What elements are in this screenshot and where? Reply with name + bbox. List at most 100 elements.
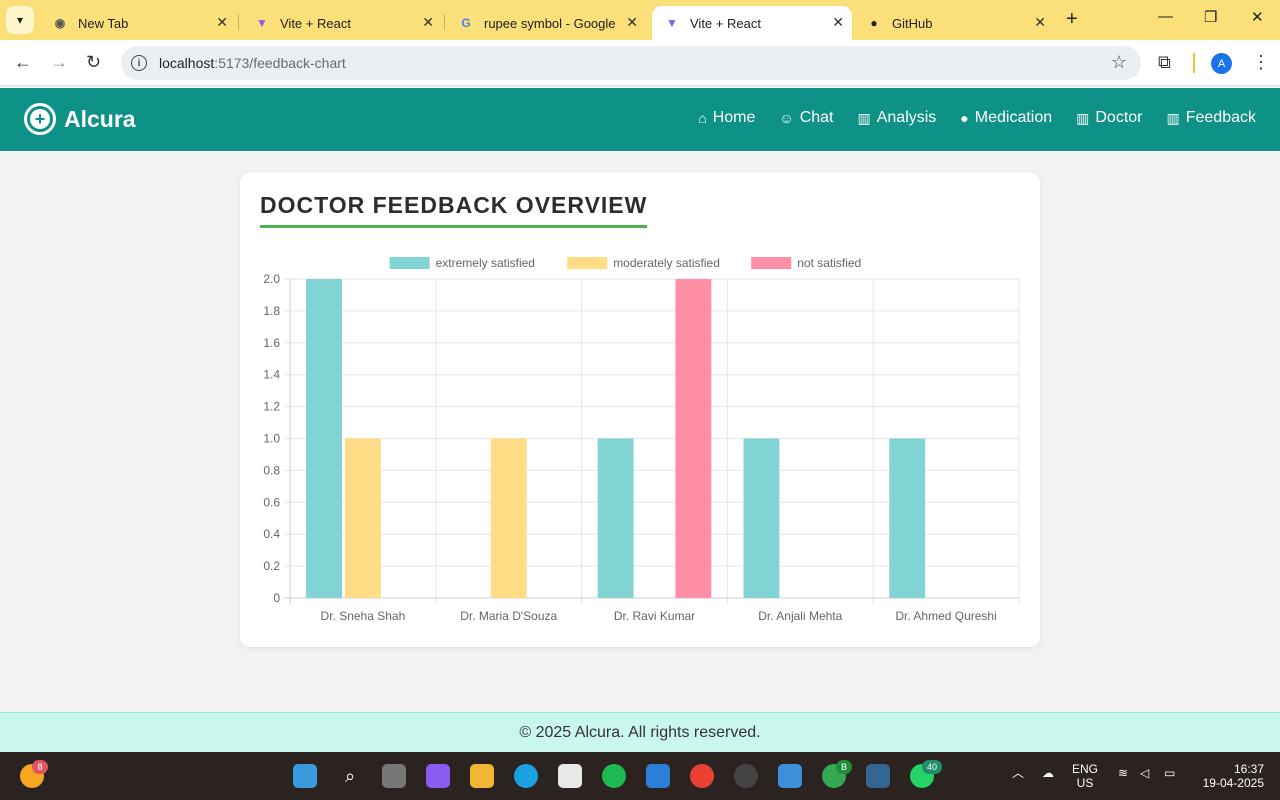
photos-icon[interactable] — [778, 764, 802, 788]
browser-toolbar: ← → ↻ i localhost:5173/feedback-chart ☆ — [0, 40, 1280, 86]
url-text: localhost:5173/feedback-chart — [159, 55, 346, 71]
close-tab-icon[interactable]: ✕ — [1034, 14, 1046, 30]
vite-icon: ▼ — [666, 16, 678, 30]
tab-search-dropdown[interactable]: ▾ — [6, 6, 34, 34]
chrome-taskbar-icon[interactable] — [690, 764, 714, 788]
x-tick-label: Dr. Ravi Kumar — [614, 609, 695, 623]
extensions-puzzle-icon[interactable]: ⧉ — [1158, 52, 1171, 72]
nav-doctor[interactable]: ▥ Doctor — [1076, 109, 1143, 126]
minimize-button[interactable]: — — [1158, 8, 1173, 25]
wifi-icon[interactable]: ≋ — [1118, 766, 1129, 780]
close-tab-icon[interactable]: ✕ — [422, 14, 434, 30]
bar-extremely-satisfied — [306, 279, 342, 598]
bookmark-star-icon[interactable]: ☆ — [1110, 52, 1127, 72]
x-tick-label: Dr. Sneha Shah — [321, 609, 406, 623]
legend-swatch — [751, 257, 792, 269]
restore-button[interactable]: ❐ — [1204, 9, 1218, 26]
browser-tab-vite-react[interactable]: ▼ Vite + React ✕ — [242, 6, 442, 40]
close-window-button[interactable]: ✕ — [1251, 9, 1264, 26]
app-navbar: + Alcura ⌂ Home ☺ Chat ▥ Analysis ● Medicati… — [0, 88, 1280, 151]
bar-extremely-satisfied — [743, 438, 780, 598]
y-tick-label: 1.8 — [263, 304, 280, 318]
language-indicator[interactable]: ENG US — [1072, 762, 1099, 790]
legend-swatch — [389, 257, 430, 269]
close-tab-icon[interactable]: ✕ — [832, 14, 844, 30]
bar-extremely-satisfied — [889, 438, 926, 598]
y-tick-label: 0.6 — [263, 495, 280, 509]
browser-tab-new-tab[interactable]: ◉ New Tab ✕ — [40, 6, 236, 40]
vscode-icon[interactable] — [646, 764, 670, 788]
robot-icon: ☺ — [779, 110, 794, 126]
legend-label: not satisfied — [797, 256, 861, 270]
y-tick-label: 0.8 — [263, 463, 280, 477]
windows-start-icon[interactable] — [293, 764, 317, 788]
feedback-bar-chart: 0 0.2 0.4 0.6 0.8 1.0 1.2 1.4 1.6 1.8 2.0 Dr. Sneha… — [263, 256, 1020, 623]
y-tick-label: 1.6 — [263, 336, 280, 350]
profile-avatar[interactable]: A — [1211, 53, 1232, 74]
copyright-text: © 2025 Alcura. All rights reserved. — [519, 723, 761, 741]
address-bar[interactable]: i localhost:5173/feedback-chart ☆ — [121, 46, 1141, 80]
pills-icon: ● — [960, 110, 969, 126]
back-arrow-icon[interactable]: ← — [14, 52, 32, 72]
site-info-icon[interactable]: i — [131, 55, 147, 71]
y-tick-label: 0.4 — [263, 527, 280, 541]
tray-chevron-up-icon[interactable]: ︿ — [1012, 766, 1025, 780]
windows-taskbar: 8 ⌕ B 40 ︿ ☁ ENG US ≋ ◁ ▭ 16:37 19-04-2025 — [0, 752, 1280, 800]
clock[interactable]: 16:37 19-04-2025 — [1202, 762, 1264, 790]
nav-analysis[interactable]: ▥ Analysis — [857, 109, 937, 126]
close-tab-icon[interactable]: ✕ — [216, 14, 228, 30]
bar-chart-icon: ▥ — [857, 109, 871, 126]
home-icon: ⌂ — [698, 110, 707, 126]
x-tick-label: Dr. Maria D'Souza — [460, 609, 557, 623]
postgres-icon[interactable] — [866, 764, 890, 788]
feedback-card: DOCTOR FEEDBACK OVERVIEW 0 0.2 0.4 0.6 0.8 1.… — [240, 172, 1040, 647]
new-tab-button[interactable]: + — [1066, 8, 1078, 30]
legend-label: moderately satisfied — [613, 256, 720, 270]
nav-feedback[interactable]: ▥ Feedback — [1166, 109, 1257, 126]
reload-icon[interactable]: ↻ — [86, 52, 102, 72]
x-tick-label: Dr. Ahmed Qureshi — [895, 609, 996, 623]
whatsapp-badge: 40 — [922, 760, 942, 774]
nav-medication[interactable]: ● Medication — [960, 109, 1053, 126]
chrome-icon: ◉ — [54, 16, 66, 30]
github-icon: ● — [870, 16, 878, 30]
weather-badge: 8 — [32, 760, 48, 774]
x-tick-label: Dr. Anjali Mehta — [758, 609, 842, 623]
browser-tab-google-search[interactable]: G rupee symbol - Google S ✕ — [446, 6, 646, 40]
copilot-icon[interactable] — [426, 764, 450, 788]
bar-moderately-satisfied — [344, 438, 381, 598]
y-tick-label: 1.2 — [263, 400, 280, 414]
forward-arrow-icon[interactable]: → — [50, 52, 68, 72]
task-view-icon[interactable] — [382, 764, 406, 788]
browser-menu-icon[interactable]: ⋮ — [1252, 52, 1270, 72]
chrome-profile-badge: B — [836, 760, 852, 774]
chatgpt-icon[interactable] — [734, 764, 758, 788]
page-footer: © 2025 Alcura. All rights reserved. — [0, 712, 1280, 752]
nav-home[interactable]: ⌂ Home — [698, 109, 756, 126]
brand-logo[interactable]: + Alcura — [24, 103, 136, 135]
spotify-icon[interactable] — [602, 764, 626, 788]
bar-chart-icon: ▥ — [1166, 109, 1180, 126]
search-icon[interactable]: ⌕ — [344, 765, 356, 786]
browser-tab-github[interactable]: ● GitHub ✕ — [854, 6, 1054, 40]
y-tick-label: 0 — [273, 591, 280, 605]
battery-icon[interactable]: ▭ — [1164, 766, 1176, 780]
volume-icon[interactable]: ◁ — [1140, 766, 1150, 780]
nav-chat[interactable]: ☺ Chat — [779, 109, 834, 126]
y-tick-label: 0.2 — [263, 559, 280, 573]
legend-label: extremely satisfied — [436, 256, 535, 270]
file-explorer-icon[interactable] — [470, 764, 494, 788]
google-icon: G — [461, 16, 471, 30]
close-tab-icon[interactable]: ✕ — [626, 14, 638, 30]
browser-tab-vite-react-active[interactable]: ▼ Vite + React ✕ — [652, 6, 852, 40]
microsoft-store-icon[interactable] — [558, 764, 582, 788]
browser-tab-strip: ▾ ◉ New Tab ✕ ▼ Vite + React ✕ G rupee s… — [0, 0, 1280, 40]
y-tick-label: 1.0 — [263, 432, 280, 446]
edge-icon[interactable] — [514, 764, 538, 788]
vite-icon: ▼ — [256, 16, 268, 30]
medical-cross-icon: + — [24, 103, 56, 135]
legend-swatch — [567, 257, 608, 269]
onedrive-cloud-icon[interactable]: ☁ — [1042, 766, 1054, 780]
y-tick-label: 1.4 — [263, 368, 280, 382]
bar-extremely-satisfied — [597, 438, 634, 598]
